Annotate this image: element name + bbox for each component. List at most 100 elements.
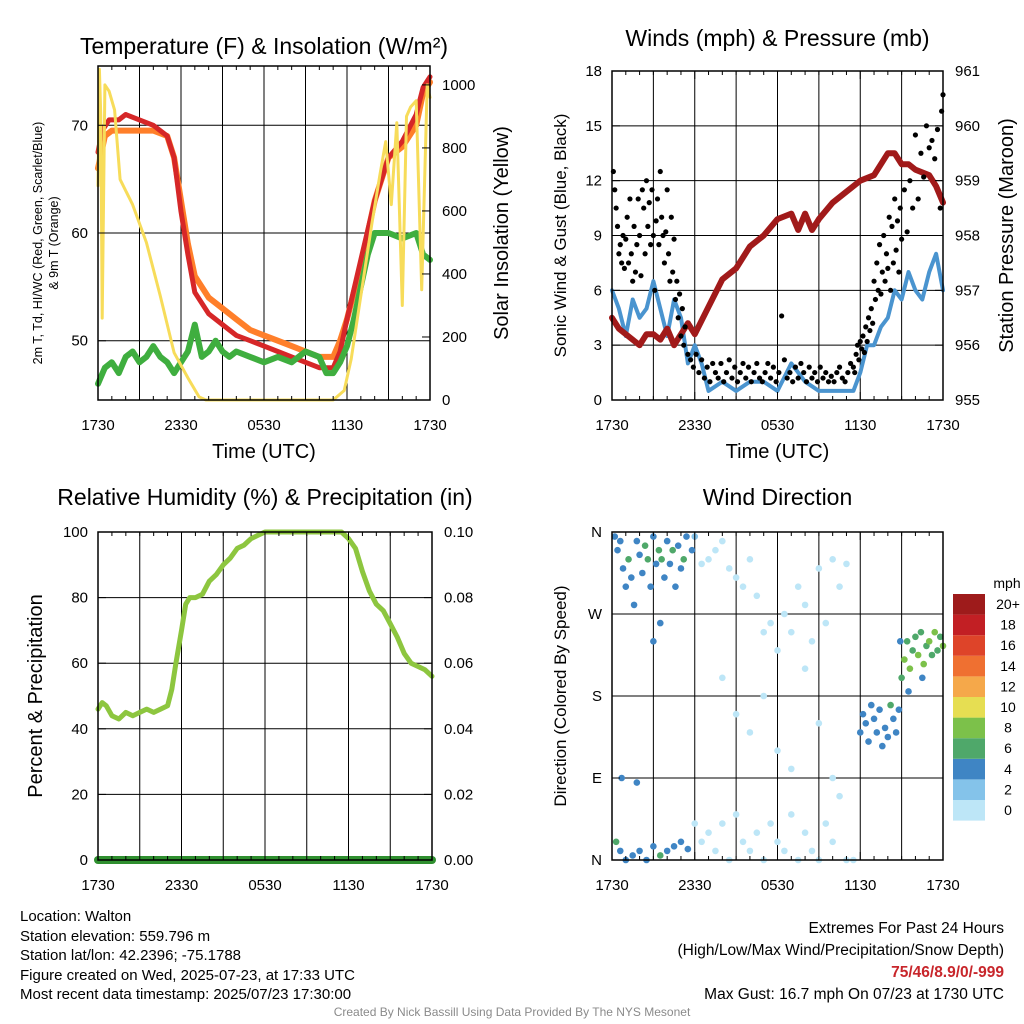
y2-tick-label: 800 (442, 140, 467, 157)
gust-point (834, 369, 840, 376)
direction-point (787, 765, 795, 773)
gust-point (910, 205, 916, 211)
direction-point (688, 546, 696, 554)
direction-point (890, 715, 897, 723)
x-tick-label: 1130 (844, 417, 876, 434)
gust-point (734, 379, 741, 385)
colorbar-label: 6 (1004, 740, 1012, 756)
gust-point (649, 187, 655, 193)
direction-point (912, 633, 919, 641)
y2-tick-label: 0.04 (444, 721, 473, 738)
gust-point (748, 379, 754, 385)
direction-point (661, 574, 668, 581)
gust-point (641, 205, 647, 211)
gust-point (878, 291, 884, 297)
direction-point (917, 628, 925, 636)
gust-point (912, 132, 919, 138)
y-tick-label: W (588, 606, 603, 623)
gust-point (627, 196, 633, 202)
direction-point (656, 852, 664, 859)
x-tick-label: 1730 (595, 417, 628, 434)
gust-point (699, 357, 705, 363)
colorbar-label: 16 (1000, 637, 1016, 653)
direction-point (859, 710, 867, 718)
gust-points (610, 92, 946, 385)
direction-point (672, 583, 679, 590)
gust-point (768, 375, 774, 381)
direction-point (732, 811, 740, 818)
gust-point (635, 196, 641, 202)
gust-point (852, 369, 858, 376)
direction-point (698, 838, 705, 846)
y-tick-label: 80 (71, 590, 88, 607)
direction-point (867, 701, 875, 709)
colorbar-label: 8 (1004, 720, 1012, 736)
gust-point (646, 200, 652, 206)
gust-point (890, 260, 896, 266)
gust-point (751, 369, 757, 376)
y-tick-label: 100 (63, 524, 88, 541)
gust-point (795, 375, 801, 381)
gust-point (712, 369, 719, 376)
gust-point (621, 265, 628, 271)
direction-point (774, 647, 781, 654)
direction-point (836, 583, 843, 590)
colorbar-label: 14 (1000, 658, 1016, 674)
gust-point (882, 278, 888, 284)
gust-point (889, 223, 895, 229)
gust-point (685, 351, 691, 357)
panel-title: Wind Direction (703, 484, 853, 510)
panel-title: Temperature (F) & Insolation (W/m²) (80, 33, 448, 59)
gust-point (828, 373, 834, 379)
y2-tick-label: 961 (955, 63, 980, 80)
panel-1: Temperature (F) & Insolation (W/m²) 1730 2… (31, 33, 513, 463)
direction-point (892, 729, 900, 736)
gust-point (809, 375, 815, 381)
gust-point (616, 251, 622, 257)
max-gust: Max Gust: 16.7 mph On 07/23 at 1730 UTC (704, 986, 1004, 1003)
direction-point (746, 556, 754, 563)
gust-point (723, 369, 730, 376)
direction-point (628, 574, 635, 581)
direction-point (669, 546, 676, 554)
direction-point (625, 556, 632, 563)
direction-point (936, 633, 944, 641)
gust-point (907, 178, 913, 184)
colorbar-label: 10 (1000, 699, 1016, 715)
direction-point (870, 715, 878, 723)
gust-point (850, 364, 856, 370)
direction-point (691, 820, 699, 827)
direction-point (677, 838, 685, 846)
direction-point (725, 565, 733, 572)
gust-point (847, 360, 854, 367)
gust-point (620, 232, 626, 239)
direction-point (739, 583, 747, 590)
x-tick-label: 2330 (678, 877, 711, 894)
gust-point (770, 364, 776, 370)
gust-point (762, 369, 768, 376)
x-axis-label: Time (UTC) (212, 441, 316, 463)
gust-point (745, 364, 752, 370)
y2-tick-label: 956 (955, 337, 980, 354)
direction-point (843, 560, 850, 568)
gust-point (820, 375, 826, 381)
gust-point (897, 205, 903, 211)
gust-point (690, 364, 696, 370)
gust-point (859, 346, 865, 352)
gust-point (704, 364, 710, 370)
direction-point (619, 565, 627, 572)
gust-point (630, 278, 636, 284)
direction-point (767, 820, 774, 827)
gust-point (929, 137, 935, 144)
y-tick-label: 0 (594, 392, 602, 409)
gust-point (688, 357, 694, 363)
y-tick-label: 40 (71, 721, 88, 738)
gust-point (825, 379, 832, 385)
panel-4: Wind Direction 1730 2330 0530 1130 1730 N E S W N D… (551, 484, 1021, 894)
gust-point (861, 349, 867, 356)
direction-point (644, 556, 652, 563)
y2-tick-label: 600 (442, 203, 467, 220)
colorbar-label: 20+ (996, 596, 1020, 612)
direction-point (663, 847, 671, 855)
colorbar: 0 2 4 6 8 10 12 14 16 18 20+ mph (953, 575, 1021, 821)
